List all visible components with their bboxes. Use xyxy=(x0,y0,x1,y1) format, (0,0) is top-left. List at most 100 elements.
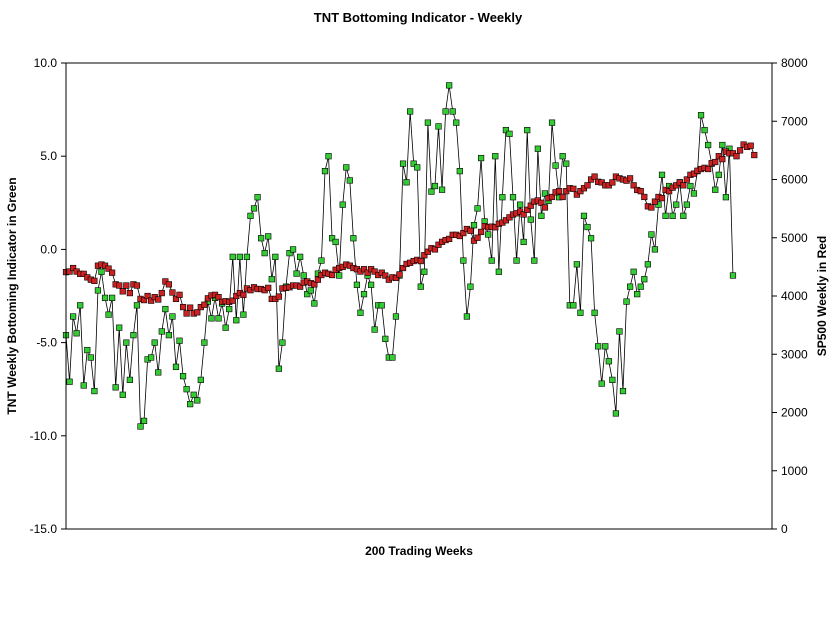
sp500-point xyxy=(176,291,183,298)
indicator-point xyxy=(105,311,112,318)
sp500-point xyxy=(538,199,545,206)
indicator-point xyxy=(683,201,690,208)
indicator-point xyxy=(158,328,165,335)
sp500-point xyxy=(314,276,321,283)
sp500-point xyxy=(467,227,474,234)
indicator-point xyxy=(84,346,91,354)
indicator-point xyxy=(261,250,268,257)
sp500-point xyxy=(492,224,499,231)
indicator-point xyxy=(421,268,428,275)
indicator-point xyxy=(265,233,272,240)
right-tick-label: 0 xyxy=(781,522,788,536)
indicator-point xyxy=(488,257,495,264)
indicator-point xyxy=(130,332,137,339)
indicator-point xyxy=(307,287,314,294)
indicator-point xyxy=(609,376,616,383)
sp500-point xyxy=(446,235,453,243)
sp500-point xyxy=(126,289,133,297)
left-tick-label: -15.0 xyxy=(30,522,58,536)
indicator-point xyxy=(729,272,737,279)
indicator-point xyxy=(133,302,141,309)
indicator-point xyxy=(357,309,364,316)
indicator-point xyxy=(77,302,84,309)
indicator-point xyxy=(243,253,251,260)
indicator-point xyxy=(719,141,726,149)
indicator-point xyxy=(94,287,102,294)
sp500-point xyxy=(109,269,116,276)
indicator-point xyxy=(559,153,566,160)
indicator-point xyxy=(570,302,577,309)
indicator-point xyxy=(289,246,297,253)
indicator-point xyxy=(641,276,648,283)
sp500-point xyxy=(570,185,577,192)
sp500-point xyxy=(609,179,616,186)
sp500-point xyxy=(70,264,77,272)
indicator-point xyxy=(414,164,421,171)
indicator-point xyxy=(137,423,144,430)
indicator-point xyxy=(580,212,588,219)
indicator-point xyxy=(187,401,194,408)
sp500-point xyxy=(123,282,130,289)
indicator-point xyxy=(275,365,282,372)
indicator-point xyxy=(517,201,524,208)
indicator-point xyxy=(229,253,236,260)
sp500-point xyxy=(474,234,481,241)
indicator-point xyxy=(353,281,361,288)
sp500-point xyxy=(364,269,371,276)
indicator-point xyxy=(268,276,275,283)
sp500-point xyxy=(187,304,194,311)
indicator-point xyxy=(644,261,651,268)
sp500-point xyxy=(719,156,726,163)
right-tick-label: 8000 xyxy=(781,56,808,70)
indicator-point xyxy=(701,127,708,134)
sp500-point xyxy=(297,283,304,290)
indicator-point xyxy=(626,283,634,290)
indicator-point xyxy=(669,212,676,219)
sp500-point xyxy=(80,270,87,277)
indicator-point xyxy=(722,194,729,201)
indicator-point xyxy=(428,188,435,195)
indicator-point xyxy=(112,384,119,391)
sp500-point xyxy=(431,246,439,253)
indicator-point xyxy=(155,369,162,376)
indicator-point xyxy=(595,343,602,350)
sp500-point xyxy=(584,182,591,189)
indicator-point xyxy=(506,130,513,137)
right-axis-ticks: 8000 7000 6000 5000 4000 3000 2000 1000 0 xyxy=(772,56,808,536)
sp500-point xyxy=(637,188,644,195)
sp500-point xyxy=(105,265,112,272)
indicator-point xyxy=(194,397,201,404)
indicator-point xyxy=(176,337,183,344)
sp500-point xyxy=(520,211,527,218)
indicator-point xyxy=(658,171,666,178)
sp500-point xyxy=(524,206,531,213)
sp500-point xyxy=(172,295,180,303)
right-tick-label: 3000 xyxy=(781,347,808,361)
indicator-point xyxy=(169,313,176,320)
indicator-point xyxy=(119,391,126,398)
indicator-point xyxy=(201,339,208,346)
sp500-point xyxy=(399,264,407,272)
indicator-point xyxy=(602,343,609,350)
series-lines xyxy=(65,85,755,428)
indicator-point xyxy=(453,119,460,126)
indicator-point xyxy=(591,309,598,316)
indicator-point xyxy=(339,201,346,208)
sp500-point xyxy=(275,293,282,300)
indicator-point xyxy=(712,186,719,193)
sp500-point xyxy=(658,195,666,202)
sp500-point xyxy=(733,153,740,160)
indicator-point xyxy=(605,358,612,365)
indicator-point xyxy=(336,272,343,279)
sp500-point xyxy=(548,193,556,201)
sp500-point xyxy=(747,142,754,149)
sp500-point xyxy=(712,158,719,166)
indicator-point xyxy=(116,324,123,331)
indicator-point xyxy=(162,305,169,313)
left-axis-title: TNT Weekly Bottoming Indicator in Green xyxy=(5,177,19,414)
indicator-point xyxy=(140,417,148,424)
indicator-point xyxy=(382,335,389,342)
sp500-point xyxy=(148,297,155,304)
sp500-point xyxy=(360,266,368,273)
left-tick-label: 5.0 xyxy=(40,149,57,163)
